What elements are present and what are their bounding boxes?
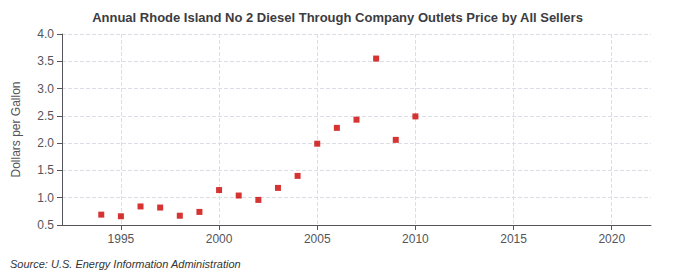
svg-text:2000: 2000 xyxy=(206,232,233,246)
svg-text:2020: 2020 xyxy=(598,232,625,246)
svg-text:3.0: 3.0 xyxy=(37,82,54,96)
svg-text:0.5: 0.5 xyxy=(37,218,54,232)
svg-text:3.5: 3.5 xyxy=(37,54,54,68)
svg-text:1.0: 1.0 xyxy=(37,191,54,205)
svg-text:2015: 2015 xyxy=(500,232,527,246)
svg-text:Dollars per Gallon: Dollars per Gallon xyxy=(9,81,23,177)
svg-text:Annual Rhode Island No 2 Diese: Annual Rhode Island No 2 Diesel Through … xyxy=(92,10,583,25)
svg-text:1.5: 1.5 xyxy=(37,163,54,177)
svg-text:4.0: 4.0 xyxy=(37,27,54,41)
svg-text:2010: 2010 xyxy=(402,232,429,246)
svg-text:Source: U.S. Energy Informatio: Source: U.S. Energy Information Administ… xyxy=(10,258,241,270)
svg-text:2.5: 2.5 xyxy=(37,109,54,123)
svg-text:2005: 2005 xyxy=(304,232,331,246)
svg-text:1995: 1995 xyxy=(108,232,135,246)
svg-text:2.0: 2.0 xyxy=(37,136,54,150)
